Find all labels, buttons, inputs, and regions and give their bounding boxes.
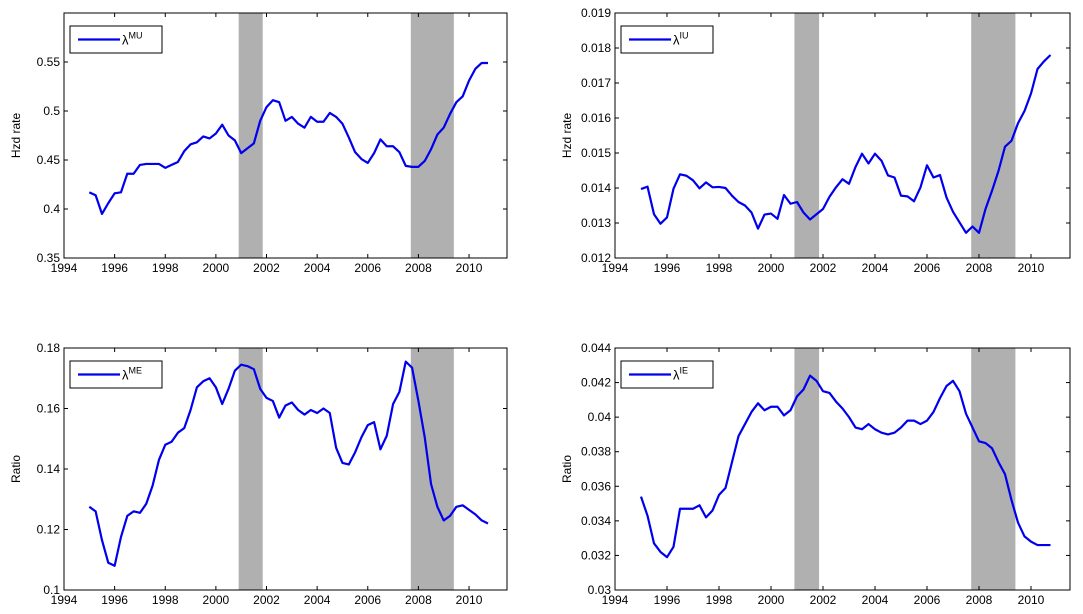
y-axis-label: Ratio	[560, 455, 574, 483]
y-tick-label: 0.036	[581, 479, 611, 493]
y-tick-label: 0.042	[581, 376, 611, 390]
series-line	[88, 61, 489, 215]
x-tick-label: 2006	[354, 593, 381, 607]
x-tick-label: 2010	[1018, 593, 1045, 607]
recession-band	[410, 13, 454, 258]
plot-frame	[614, 347, 1071, 591]
legend: λMU	[69, 25, 163, 54]
y-tick-label: 0.018	[581, 41, 611, 55]
y-axis-label: Ratio	[9, 455, 23, 483]
x-tick-label: 2010	[1018, 261, 1045, 275]
y-tick-label: 0.03	[588, 583, 612, 597]
y-tick-label: 0.013	[581, 216, 611, 230]
x-tick-label: 2004	[862, 261, 889, 275]
y-tick-label: 0.019	[581, 6, 611, 20]
x-tick-label: 2006	[354, 261, 381, 275]
y-tick-label: 0.04	[588, 410, 612, 424]
recession-band	[238, 348, 263, 590]
x-tick-label: 2002	[253, 593, 280, 607]
x-tick-label: 2004	[304, 261, 331, 275]
y-tick-label: 0.45	[37, 153, 61, 167]
x-tick-label: 1994	[51, 261, 78, 275]
y-tick-label: 0.55	[37, 55, 61, 69]
x-tick-label: 1998	[152, 593, 179, 607]
x-tick-label: 2000	[203, 261, 230, 275]
x-tick-label: 2010	[456, 593, 483, 607]
x-tick-label: 2004	[304, 593, 331, 607]
y-tick-label: 0.12	[37, 523, 61, 537]
x-tick-label: 2002	[810, 261, 837, 275]
y-tick-label: 0.016	[581, 111, 611, 125]
chart-panel-2: 1994 1996 1998 2000 2002 2004 2006 2008 2010 0.01…	[560, 6, 1071, 275]
y-tick-label: 0.18	[37, 341, 61, 355]
x-tick-label: 1994	[602, 593, 629, 607]
series-line	[639, 374, 1051, 559]
x-tick-label: 1998	[152, 261, 179, 275]
y-tick-label: 0.4	[43, 202, 60, 216]
chart-panel-4: 1994 1996 1998 2000 2002 2004 2006 2008 2010 0.03…	[560, 341, 1071, 607]
y-tick-label: 0.038	[581, 445, 611, 459]
x-tick-label: 2008	[966, 261, 993, 275]
x-tick-label: 1998	[706, 261, 733, 275]
y-tick-label: 0.015	[581, 146, 611, 160]
x-tick-label: 2006	[914, 593, 941, 607]
y-tick-label: 0.16	[37, 402, 61, 416]
y-tick-label: 0.35	[37, 251, 61, 265]
y-axis-label: Hzd rate	[9, 113, 23, 159]
y-tick-label: 0.034	[581, 514, 611, 528]
y-tick-label: 0.14	[37, 462, 61, 476]
y-tick-label: 0.017	[581, 76, 611, 90]
x-tick-label: 2008	[405, 261, 432, 275]
x-tick-label: 1996	[654, 261, 681, 275]
legend-label: λME	[122, 366, 142, 383]
x-tick-label: 2010	[456, 261, 483, 275]
y-tick-label: 0.5	[43, 104, 60, 118]
y-axis-label: Hzd rate	[560, 113, 574, 159]
x-tick-label: 2002	[253, 261, 280, 275]
x-tick-label: 1996	[101, 593, 128, 607]
x-tick-label: 1998	[706, 593, 733, 607]
x-tick-label: 1994	[602, 261, 629, 275]
recession-band	[238, 13, 263, 258]
x-tick-label: 2008	[405, 593, 432, 607]
legend-label: λIE	[673, 366, 688, 383]
series-line	[640, 54, 1052, 234]
x-tick-label: 1996	[101, 261, 128, 275]
plot-frame	[614, 12, 1071, 259]
x-tick-label: 2000	[203, 593, 230, 607]
legend: λIE	[620, 360, 714, 389]
plot-frame	[63, 12, 508, 259]
x-tick-label: 1994	[51, 593, 78, 607]
recession-band	[971, 13, 1016, 258]
y-tick-label: 0.012	[581, 251, 611, 265]
legend-label: λIU	[673, 31, 689, 48]
series-line	[88, 360, 489, 567]
x-tick-label: 1996	[654, 593, 681, 607]
x-tick-label: 2008	[966, 593, 993, 607]
y-tick-label: 0.1	[43, 583, 60, 597]
chart-panel-1: 1994 1996 1998 2000 2002 2004 2006 2008 2010 0.35…	[9, 12, 508, 275]
y-tick-label: 0.032	[581, 548, 611, 562]
x-tick-label: 2000	[758, 593, 785, 607]
y-tick-label: 0.044	[581, 341, 611, 355]
x-tick-label: 2004	[862, 593, 889, 607]
recession-band	[794, 348, 820, 590]
recession-band	[794, 13, 820, 258]
y-tick-label: 0.014	[581, 181, 611, 195]
legend: λME	[69, 360, 163, 389]
legend-label: λMU	[122, 31, 143, 48]
recession-band	[971, 348, 1016, 590]
x-tick-label: 2000	[758, 261, 785, 275]
x-tick-label: 2006	[914, 261, 941, 275]
chart-panel-3: 1994 1996 1998 2000 2002 2004 2006 2008 2010 0.1 0…	[9, 341, 508, 607]
legend: λIU	[620, 25, 714, 54]
recession-band	[410, 348, 454, 590]
x-tick-label: 2002	[810, 593, 837, 607]
